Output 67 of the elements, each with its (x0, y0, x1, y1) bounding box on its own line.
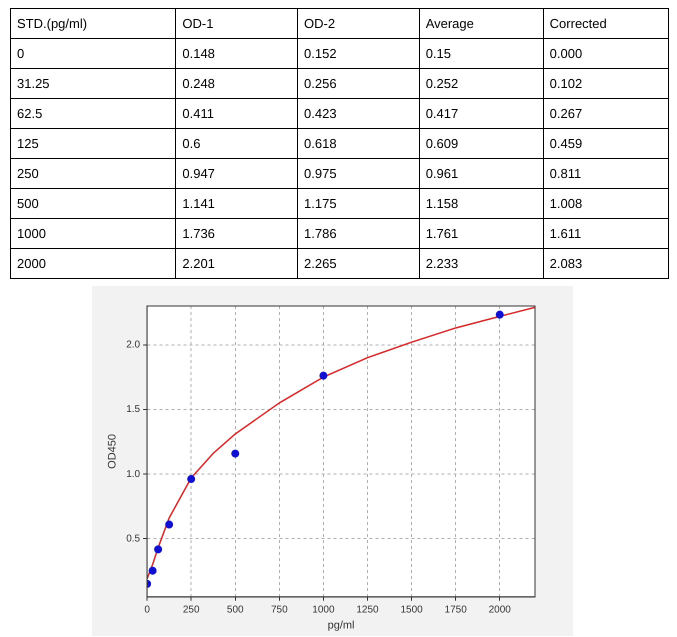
text: 0.947 (176, 158, 298, 188)
x-tick-label: 1250 (356, 604, 380, 616)
text: 0.248 (176, 68, 298, 98)
text: 31.25 (10, 68, 176, 98)
x-tick-label: 1500 (400, 604, 424, 616)
x-tick-label: 0 (144, 604, 150, 616)
x-tick-label: 250 (182, 604, 200, 616)
text: 0.618 (298, 128, 420, 158)
text: 1.761 (419, 218, 544, 248)
text: 0.152 (298, 38, 420, 68)
text: OD-2 (298, 8, 420, 38)
point (148, 566, 157, 575)
text: 0.15 (419, 38, 544, 68)
y-tick-label: 0.5 (126, 533, 141, 544)
text: 500 (10, 188, 176, 218)
text: STD.(pg/ml) (10, 8, 176, 38)
point (154, 545, 162, 554)
text: 0.411 (176, 98, 298, 128)
x-axis-title: pg/ml (328, 619, 355, 632)
x-tick-label: 1000 (312, 604, 335, 616)
text: 2.265 (298, 248, 420, 278)
x-tick-label: 1750 (444, 604, 468, 616)
point (187, 475, 196, 484)
text: 0.000 (543, 38, 668, 68)
text: Average (419, 8, 544, 38)
x-tick-label: 2000 (488, 604, 512, 616)
text: 1000 (10, 218, 176, 248)
text: 1.008 (543, 188, 668, 218)
text: 62.5 (10, 98, 176, 128)
text: 0.609 (419, 128, 544, 158)
text: 0.102 (543, 68, 668, 98)
text: 2000 (10, 248, 176, 278)
text: 1.175 (298, 188, 420, 218)
text: 2.233 (419, 248, 544, 278)
text: 125 (10, 128, 176, 158)
text: 0 (10, 38, 176, 68)
text: Corrected (543, 8, 668, 38)
text: 0.417 (419, 98, 544, 128)
y-tick-label: 1.5 (126, 404, 141, 416)
text: 250 (10, 158, 176, 188)
text: 0.252 (419, 68, 544, 98)
point (319, 372, 328, 380)
point (165, 520, 174, 529)
text: 1.736 (176, 218, 298, 248)
text: 1.141 (176, 188, 298, 218)
text: 0.961 (419, 158, 544, 188)
point (231, 450, 240, 458)
x-tick-label: 750 (270, 604, 288, 616)
text: 2.201 (176, 248, 298, 278)
text: 2.083 (543, 248, 668, 278)
y-tick-label: 2.0 (126, 340, 141, 351)
text: 0.423 (298, 98, 420, 128)
point (496, 310, 504, 319)
text: 0.459 (543, 128, 668, 158)
text: 0.267 (543, 98, 668, 128)
text: 1.786 (298, 218, 420, 248)
x-tick-label: 500 (226, 604, 244, 616)
text: OD-1 (176, 8, 298, 38)
text: 1.611 (543, 218, 668, 248)
text: 0.6 (176, 128, 298, 158)
text: 0.148 (176, 38, 298, 68)
text: 0.256 (298, 68, 420, 98)
text: 1.158 (419, 188, 544, 218)
text: 0.811 (543, 158, 668, 188)
y-axis-title: OD450 (106, 434, 119, 469)
text: 0.975 (298, 158, 420, 188)
y-tick-label: 1.0 (126, 468, 141, 480)
